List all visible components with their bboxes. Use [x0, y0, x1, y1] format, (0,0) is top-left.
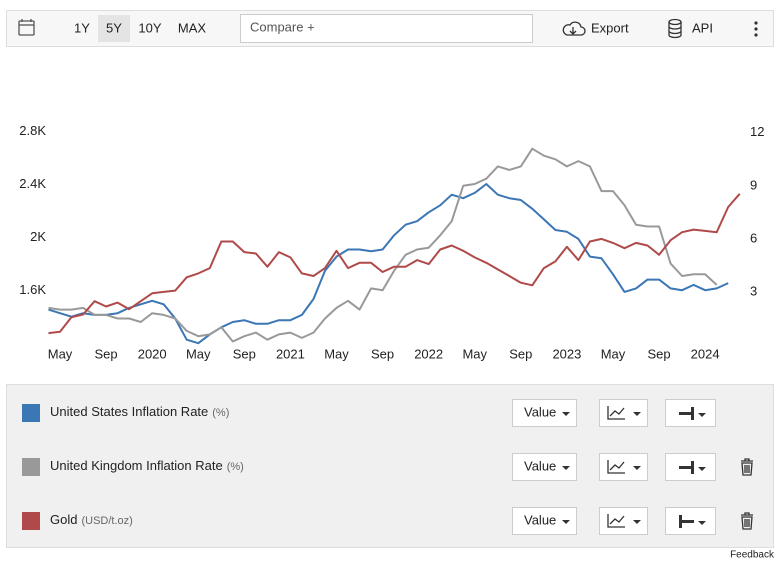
caret — [562, 466, 570, 470]
series-unit: (%) — [212, 407, 229, 419]
x-tick-label: Sep — [233, 346, 256, 361]
active-range-bg — [98, 15, 130, 42]
series-name: United Kingdom Inflation Rate — [50, 458, 223, 473]
caret — [562, 412, 570, 416]
compare-input[interactable] — [240, 14, 533, 43]
calendar-icon[interactable] — [18, 19, 35, 36]
delete-icon[interactable] — [741, 512, 753, 530]
x-tick-label: May — [186, 346, 211, 361]
y2-tick-label: 9 — [750, 177, 757, 192]
caret — [562, 520, 570, 524]
x-tick-label: May — [601, 346, 626, 361]
value-dropdown-label: Value — [524, 458, 556, 473]
caret — [698, 521, 706, 525]
legend: United States Inflation Rate (%) Value Unit… — [22, 399, 753, 535]
caret — [633, 412, 641, 416]
legend-swatch — [22, 458, 40, 476]
chart-type-icon — [607, 406, 625, 420]
caret — [633, 520, 641, 524]
series-line — [48, 147, 718, 343]
x-tick-label: 2022 — [414, 346, 443, 361]
y-tick-label: 2.4K — [19, 176, 46, 191]
y2-tick-label: 6 — [750, 230, 757, 245]
series-line — [48, 193, 741, 335]
caret — [698, 467, 706, 471]
series-name: United States Inflation Rate — [50, 404, 208, 419]
x-tick-label: May — [48, 346, 73, 361]
series-name: Gold — [50, 512, 77, 527]
x-tick-label: Sep — [95, 346, 118, 361]
x-tick-label: Sep — [647, 346, 670, 361]
feedback-link[interactable]: Feedback — [730, 550, 775, 561]
caret — [633, 466, 641, 470]
axis-icon — [679, 407, 694, 420]
legend-swatch — [22, 404, 40, 422]
x-tick-label: May — [324, 346, 349, 361]
x-tick-label: 2020 — [138, 346, 167, 361]
legend-entry: United Kingdom Inflation Rate (%) — [50, 458, 244, 473]
chart-type-icon — [607, 514, 625, 528]
chart-type-dropdown[interactable] — [599, 453, 648, 481]
chart: 1.6K 2K 2.4K 2.8K 3 6 9 12 May Sep 2020 May Sep 2021 M… — [19, 123, 764, 362]
axis-icon — [679, 461, 694, 474]
export-button[interactable]: Export — [591, 20, 629, 35]
x-tick-label: 2024 — [691, 346, 720, 361]
export-icon[interactable] — [562, 21, 586, 36]
api-button[interactable]: API — [692, 20, 713, 35]
x-tick-label: May — [462, 346, 487, 361]
range-button[interactable]: 5Y — [106, 20, 122, 35]
compare-placeholder: Compare + — [250, 19, 315, 34]
y-tick-label: 2.8K — [19, 123, 46, 138]
chart-type-icon — [607, 460, 625, 474]
y-tick-label: 1.6K — [19, 282, 46, 297]
series-unit: (%) — [227, 461, 244, 473]
series-line — [48, 183, 729, 345]
chart-type-dropdown[interactable] — [599, 399, 648, 427]
y-tick-label: 2K — [30, 229, 46, 244]
x-tick-label: Sep — [509, 346, 532, 361]
api-icon[interactable] — [668, 18, 682, 39]
range-button[interactable]: MAX — [178, 20, 207, 35]
caret — [698, 413, 706, 417]
y2-tick-label: 3 — [750, 283, 757, 298]
x-tick-label: 2021 — [276, 346, 305, 361]
value-dropdown-label: Value — [524, 404, 556, 419]
x-tick-label: 2023 — [552, 346, 581, 361]
axis-icon — [679, 515, 694, 528]
range-button[interactable]: 1Y — [74, 20, 90, 35]
series-unit: (USD/t.oz) — [81, 515, 132, 527]
x-tick-label: Sep — [371, 346, 394, 361]
chart-type-dropdown[interactable] — [599, 507, 648, 535]
value-dropdown-label: Value — [524, 512, 556, 527]
range-button[interactable]: 10Y — [138, 20, 161, 35]
y2-tick-label: 12 — [750, 124, 764, 139]
legend-entry: United States Inflation Rate (%) — [50, 404, 229, 419]
legend-swatch — [22, 512, 40, 530]
menu-icon[interactable] — [754, 21, 758, 37]
delete-icon[interactable] — [741, 458, 753, 476]
legend-entry: Gold (USD/t.oz) — [50, 512, 133, 527]
